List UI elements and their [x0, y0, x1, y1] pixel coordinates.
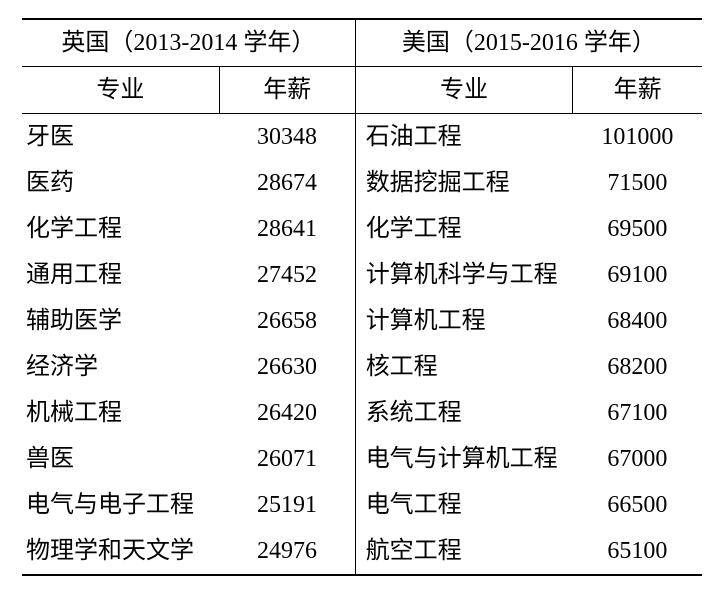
group-header-us: 美国（2015-2016 学年） — [355, 19, 702, 67]
us-major-cell: 计算机科学与工程 — [355, 252, 573, 298]
us-salary-cell: 68400 — [573, 298, 702, 344]
sub-header-us-major: 专业 — [355, 67, 573, 114]
us-major-cell: 电气与计算机工程 — [355, 436, 573, 482]
uk-major-cell: 电气与电子工程 — [22, 482, 219, 528]
us-major-cell: 数据挖掘工程 — [355, 160, 573, 206]
us-salary-cell: 66500 — [573, 482, 702, 528]
sub-header-uk-salary: 年薪 — [219, 67, 355, 114]
salary-comparison-table: 英国（2013-2014 学年） 美国（2015-2016 学年） 专业 年薪 … — [22, 18, 702, 576]
uk-salary-cell: 26658 — [219, 298, 355, 344]
uk-salary-cell: 25191 — [219, 482, 355, 528]
uk-salary-cell: 28641 — [219, 206, 355, 252]
table-row: 通用工程 27452 计算机科学与工程 69100 — [22, 252, 702, 298]
us-salary-cell: 69100 — [573, 252, 702, 298]
uk-major-cell: 牙医 — [22, 114, 219, 161]
uk-major-cell: 化学工程 — [22, 206, 219, 252]
table-row: 经济学 26630 核工程 68200 — [22, 344, 702, 390]
uk-salary-cell: 28674 — [219, 160, 355, 206]
us-major-cell: 计算机工程 — [355, 298, 573, 344]
us-salary-cell: 67000 — [573, 436, 702, 482]
uk-salary-cell: 26630 — [219, 344, 355, 390]
us-salary-cell: 68200 — [573, 344, 702, 390]
sub-header-uk-major: 专业 — [22, 67, 219, 114]
table-group-header-row: 英国（2013-2014 学年） 美国（2015-2016 学年） — [22, 19, 702, 67]
table-row: 医药 28674 数据挖掘工程 71500 — [22, 160, 702, 206]
us-major-cell: 石油工程 — [355, 114, 573, 161]
us-major-cell: 核工程 — [355, 344, 573, 390]
us-salary-cell: 101000 — [573, 114, 702, 161]
us-major-cell: 航空工程 — [355, 528, 573, 575]
uk-salary-cell: 30348 — [219, 114, 355, 161]
table-row: 牙医 30348 石油工程 101000 — [22, 114, 702, 161]
us-salary-cell: 65100 — [573, 528, 702, 575]
group-header-uk: 英国（2013-2014 学年） — [22, 19, 355, 67]
salary-comparison-table-wrap: 英国（2013-2014 学年） 美国（2015-2016 学年） 专业 年薪 … — [0, 0, 724, 594]
uk-major-cell: 物理学和天文学 — [22, 528, 219, 575]
uk-major-cell: 医药 — [22, 160, 219, 206]
table-sub-header-row: 专业 年薪 专业 年薪 — [22, 67, 702, 114]
us-major-cell: 化学工程 — [355, 206, 573, 252]
uk-major-cell: 兽医 — [22, 436, 219, 482]
table-row: 机械工程 26420 系统工程 67100 — [22, 390, 702, 436]
table-row: 化学工程 28641 化学工程 69500 — [22, 206, 702, 252]
us-major-cell: 系统工程 — [355, 390, 573, 436]
uk-major-cell: 辅助医学 — [22, 298, 219, 344]
table-body: 牙医 30348 石油工程 101000 医药 28674 数据挖掘工程 715… — [22, 114, 702, 576]
table-row: 电气与电子工程 25191 电气工程 66500 — [22, 482, 702, 528]
uk-salary-cell: 27452 — [219, 252, 355, 298]
table-row: 兽医 26071 电气与计算机工程 67000 — [22, 436, 702, 482]
table-row: 辅助医学 26658 计算机工程 68400 — [22, 298, 702, 344]
uk-salary-cell: 26071 — [219, 436, 355, 482]
uk-salary-cell: 24976 — [219, 528, 355, 575]
uk-major-cell: 经济学 — [22, 344, 219, 390]
sub-header-us-salary: 年薪 — [573, 67, 702, 114]
uk-major-cell: 机械工程 — [22, 390, 219, 436]
us-salary-cell: 71500 — [573, 160, 702, 206]
uk-major-cell: 通用工程 — [22, 252, 219, 298]
us-salary-cell: 69500 — [573, 206, 702, 252]
us-major-cell: 电气工程 — [355, 482, 573, 528]
us-salary-cell: 67100 — [573, 390, 702, 436]
table-row: 物理学和天文学 24976 航空工程 65100 — [22, 528, 702, 575]
uk-salary-cell: 26420 — [219, 390, 355, 436]
